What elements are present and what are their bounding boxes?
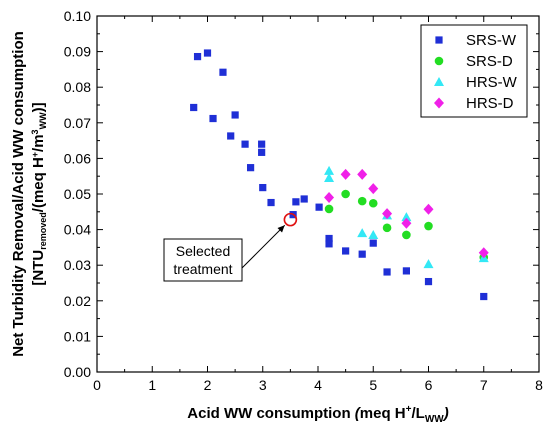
x-tick-label: 2 [204,377,212,393]
x-tick-label: 1 [148,377,156,393]
x-tick-label: 5 [369,377,377,393]
data-point-hrs-d [324,192,335,204]
x-tick-label: 6 [425,377,433,393]
data-point-hrs-w [401,212,412,222]
data-point-srs-w [258,140,266,148]
x-axis-title: Acid WW consumption (meq H+/LWW) [187,404,448,425]
x-tick-label: 4 [314,377,322,393]
data-point-srs-w [342,247,350,255]
data-point-srs-w [325,234,333,243]
y-tick-labels: 0.00 0.01 0.02 0.03 0.04 0.05 0.06 0.07 0.08 0.09… [64,8,91,380]
data-point-srs-w [203,49,212,57]
data-point-srs-w [300,195,308,203]
data-point-srs-w [209,114,217,123]
legend-marker-hrs-d [434,97,444,109]
data-point-srs-w [402,267,410,275]
data-point-hrs-d [357,168,368,180]
data-point-srs-w [267,198,275,207]
data-points [190,49,489,301]
x-tick-label: 8 [535,377,543,393]
data-point-srs-d [368,198,378,208]
data-point-srs-d [424,221,433,231]
y-tick-label: 0.06 [64,150,91,166]
legend-label-srs-d: SRS-D [466,53,513,70]
selected-point-highlight [283,212,298,227]
legend-marker-hrs-w [434,77,444,86]
annotation-line-1: Selected [176,243,230,259]
data-point-hrs-w [368,229,379,239]
axis-ticks [96,15,540,373]
data-point-hrs-d [368,183,379,195]
legend-marker-srs-w [435,36,443,44]
data-point-srs-w [358,250,366,258]
data-point-srs-d [357,196,367,206]
y-tick-label: 0.05 [64,186,91,202]
data-point-srs-w [259,183,267,192]
data-point-hrs-d [382,208,393,220]
y-tick-label: 0.00 [64,364,91,380]
y-tick-label: 0.07 [64,115,91,131]
y-tick-label: 0.01 [64,328,91,344]
data-point-srs-d [402,230,411,240]
data-point-srs-d [341,189,350,199]
data-point-srs-w [241,140,249,148]
data-point-srs-w [315,203,323,211]
data-point-hrs-d [401,217,412,229]
y-tick-label: 0.09 [64,44,91,60]
data-point-srs-w [369,239,377,247]
annotation-box [163,238,243,282]
data-point-hrs-w [324,172,335,182]
data-point-srs-w [325,240,333,248]
y-tick-label: 0.10 [64,8,91,24]
legend-label-srs-w: SRS-W [466,32,517,49]
selected-treatment-annotation: Selected treatment [163,212,298,282]
annotation-line-2: treatment [173,261,232,277]
legend-label-hrs-d: HRS-D [466,95,514,112]
x-tick-label: 7 [480,377,488,393]
data-point-srs-w [190,103,198,112]
data-point-hrs-d [423,203,434,215]
x-tick-labels: 0 1 2 3 4 5 6 7 8 [93,377,543,393]
data-point-srs-w [193,52,202,61]
data-point-hrs-d [340,168,351,180]
data-point-srs-w [292,198,300,206]
annotation-arrowhead [277,225,285,233]
x-tick-label: 0 [93,377,101,393]
y-tick-label: 0.04 [64,222,91,238]
data-point-hrs-w [423,259,434,269]
data-point-hrs-w [357,228,368,238]
series-hrs-d [324,168,489,259]
y-tick-label: 0.03 [64,257,91,273]
data-point-srs-w [227,132,235,140]
data-point-srs-w [231,111,239,119]
data-point-srs-w [383,268,391,276]
y-tick-label: 0.08 [64,79,91,95]
y-axis-title-line-1: Net Turbidity Removal/Acid WW consumptio… [10,31,27,357]
data-point-srs-w [258,148,266,156]
data-point-hrs-w [324,165,335,175]
legend-marker-srs-d [434,56,444,66]
y-tick-label: 0.02 [64,293,91,309]
x-tick-label: 3 [259,377,267,393]
data-point-srs-w [480,292,488,301]
data-point-srs-w [219,68,227,76]
legend-label-hrs-w: HRS-W [466,74,518,91]
data-point-hrs-d [478,247,489,259]
data-point-srs-d [382,223,392,233]
data-point-srs-d [324,204,334,214]
annotation-arrow [241,224,286,269]
y-axis-title-line-2: [NTUremoved/(meq H+/m3WW)] [30,102,48,285]
data-point-srs-w [424,277,433,286]
legend: SRS-W SRS-D HRS-W HRS-D [420,24,528,118]
data-point-srs-w [246,164,255,172]
